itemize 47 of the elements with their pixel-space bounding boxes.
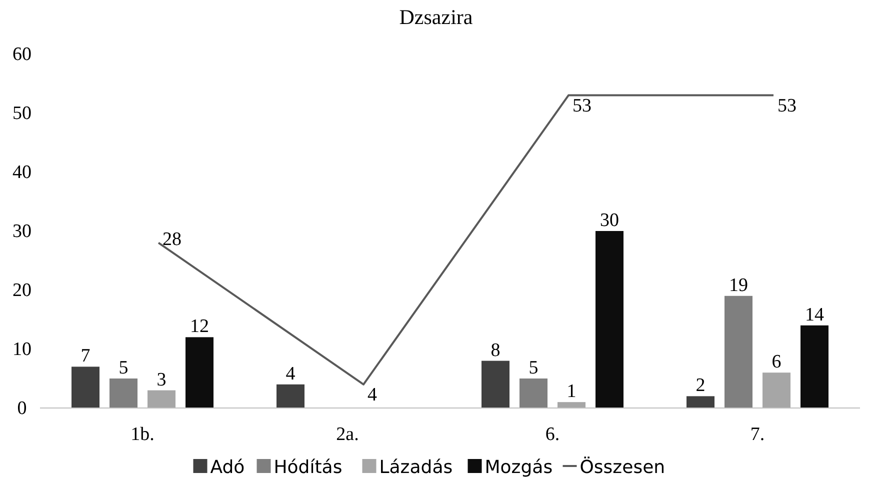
legend-label: Összesen (580, 456, 666, 478)
data-label: 3 (156, 369, 166, 390)
bar (482, 360, 510, 408)
x-tick-label: 1b. (130, 424, 154, 445)
legend-label: Lázadás (379, 457, 453, 478)
y-tick-label: 20 (12, 280, 32, 301)
data-label: 6 (772, 352, 782, 373)
legend-label: Mozgás (484, 457, 553, 478)
data-label: 4 (286, 363, 296, 384)
data-label: 5 (528, 358, 538, 378)
y-tick-label: 60 (12, 44, 32, 65)
data-label: 2 (696, 375, 706, 396)
data-label: 8 (490, 340, 500, 361)
y-tick-label: 10 (12, 339, 32, 360)
data-label: 1 (566, 381, 576, 402)
bar (276, 384, 304, 408)
bar (520, 378, 548, 408)
data-label: 7 (80, 346, 90, 367)
data-label: 30 (600, 210, 619, 231)
x-tick-label: 6. (545, 424, 560, 445)
x-tick-label: 7. (750, 424, 765, 445)
bar (762, 372, 790, 408)
data-label: 53 (572, 95, 592, 116)
data-label: 28 (162, 228, 182, 250)
bar (558, 402, 586, 408)
bar (72, 366, 100, 408)
bar (148, 390, 176, 408)
y-tick-label: 0 (17, 398, 27, 419)
x-tick-label: 2a. (336, 424, 359, 445)
data-label: 14 (805, 304, 824, 326)
bar (110, 378, 138, 408)
data-label: 19 (729, 274, 748, 296)
data-label: 5 (118, 358, 128, 378)
data-label: 4 (368, 384, 378, 406)
data-label: 53 (778, 95, 796, 116)
bar (724, 296, 752, 408)
legend-label: Adó (210, 457, 245, 478)
bar (686, 396, 714, 408)
bar (800, 325, 828, 408)
chart-title: Dzsazira (399, 5, 474, 29)
bar (596, 231, 624, 408)
y-tick-label: 40 (12, 162, 32, 183)
y-tick-label: 30 (12, 221, 32, 242)
y-tick-label: 50 (12, 103, 32, 124)
bar (186, 337, 214, 408)
legend-label: Hódítás (274, 457, 342, 478)
data-label: 12 (190, 316, 209, 338)
